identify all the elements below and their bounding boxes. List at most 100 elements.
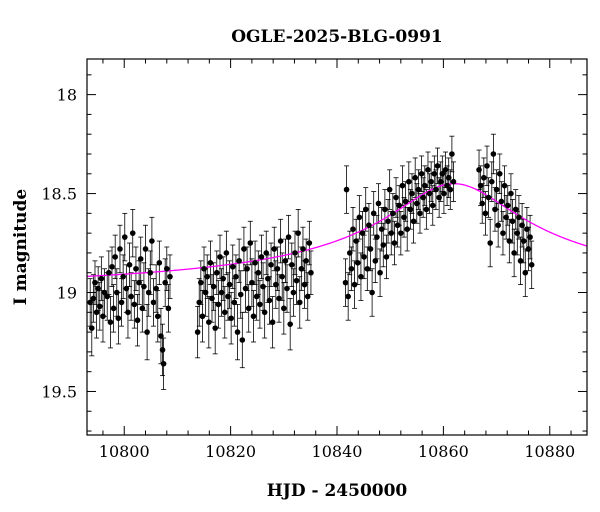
data-point <box>118 299 125 306</box>
data-point <box>282 258 289 264</box>
data-point <box>285 234 292 240</box>
data-point <box>249 279 255 286</box>
data-point <box>524 226 530 232</box>
data-point <box>290 289 297 296</box>
data-point <box>429 202 436 209</box>
data-point <box>493 186 500 193</box>
data-point <box>350 226 356 232</box>
data-point <box>247 240 254 246</box>
data-point <box>428 178 434 185</box>
data-point <box>370 210 377 217</box>
data-point <box>296 299 303 306</box>
data-point <box>359 230 366 236</box>
data-point <box>115 315 122 322</box>
data-point <box>514 230 521 236</box>
data-point <box>233 273 239 280</box>
data-point <box>209 295 215 302</box>
data-point <box>404 226 411 232</box>
data-point <box>237 291 244 298</box>
data-point <box>236 258 242 264</box>
data-point <box>450 178 457 185</box>
data-point <box>277 238 284 244</box>
data-point <box>519 222 525 229</box>
data-point <box>95 285 101 292</box>
data-point <box>288 262 295 268</box>
data-point <box>279 273 286 280</box>
x-axis-label: HJD - 2450000 <box>267 481 408 501</box>
data-point <box>415 186 422 193</box>
data-point <box>509 218 516 225</box>
data-point <box>485 194 492 201</box>
data-point <box>398 230 404 236</box>
data-point <box>300 246 306 252</box>
data-point <box>165 305 172 312</box>
data-point <box>226 281 233 288</box>
data-point <box>304 293 311 300</box>
data-point <box>126 262 133 268</box>
data-point <box>354 260 361 266</box>
data-point <box>215 301 222 308</box>
data-point <box>437 178 444 185</box>
data-point <box>522 269 529 276</box>
data-point <box>498 198 505 205</box>
data-point <box>112 254 118 260</box>
data-point <box>380 242 387 248</box>
data-point <box>265 275 271 282</box>
data-point <box>139 305 146 312</box>
data-point <box>506 238 513 244</box>
data-point <box>101 289 108 296</box>
data-point <box>271 246 278 252</box>
data-point <box>517 258 524 264</box>
data-point <box>210 283 217 290</box>
data-point <box>250 313 257 320</box>
data-point <box>439 170 446 177</box>
data-point <box>196 299 203 306</box>
data-point <box>511 250 517 256</box>
data-point <box>445 174 452 181</box>
data-point <box>92 279 98 286</box>
data-point <box>150 299 157 306</box>
data-point <box>482 210 489 217</box>
data-point <box>144 329 150 335</box>
data-point <box>276 295 282 302</box>
data-point <box>133 265 139 272</box>
data-point <box>516 214 522 221</box>
data-point <box>396 202 403 209</box>
data-points <box>87 151 535 367</box>
data-point <box>142 246 149 252</box>
data-point <box>308 269 314 276</box>
data-point <box>266 297 273 304</box>
data-point <box>96 303 103 310</box>
data-point <box>447 186 454 193</box>
data-point <box>444 182 450 189</box>
data-point <box>136 279 142 286</box>
data-point <box>284 285 290 292</box>
data-point <box>225 293 231 300</box>
data-point <box>390 210 396 217</box>
data-point <box>301 281 308 288</box>
errorbar-group <box>87 133 535 390</box>
data-point <box>221 309 228 316</box>
data-point <box>163 265 170 272</box>
data-point <box>303 258 309 264</box>
data-point <box>260 283 266 290</box>
data-point <box>525 246 532 252</box>
data-point <box>410 218 417 225</box>
data-point <box>218 289 225 296</box>
data-point <box>212 325 218 331</box>
data-point <box>479 200 486 207</box>
data-point <box>372 258 379 264</box>
data-point <box>413 200 420 207</box>
data-point <box>377 269 383 276</box>
data-point <box>295 230 301 236</box>
plot-area <box>87 133 587 390</box>
data-point <box>481 174 487 181</box>
x-tick-label: 10880 <box>524 442 575 461</box>
data-point <box>358 273 364 280</box>
data-point <box>364 265 371 272</box>
data-point <box>87 299 93 306</box>
data-point <box>261 309 268 316</box>
data-point <box>269 319 276 326</box>
data-point <box>149 238 155 244</box>
data-point <box>426 190 433 197</box>
